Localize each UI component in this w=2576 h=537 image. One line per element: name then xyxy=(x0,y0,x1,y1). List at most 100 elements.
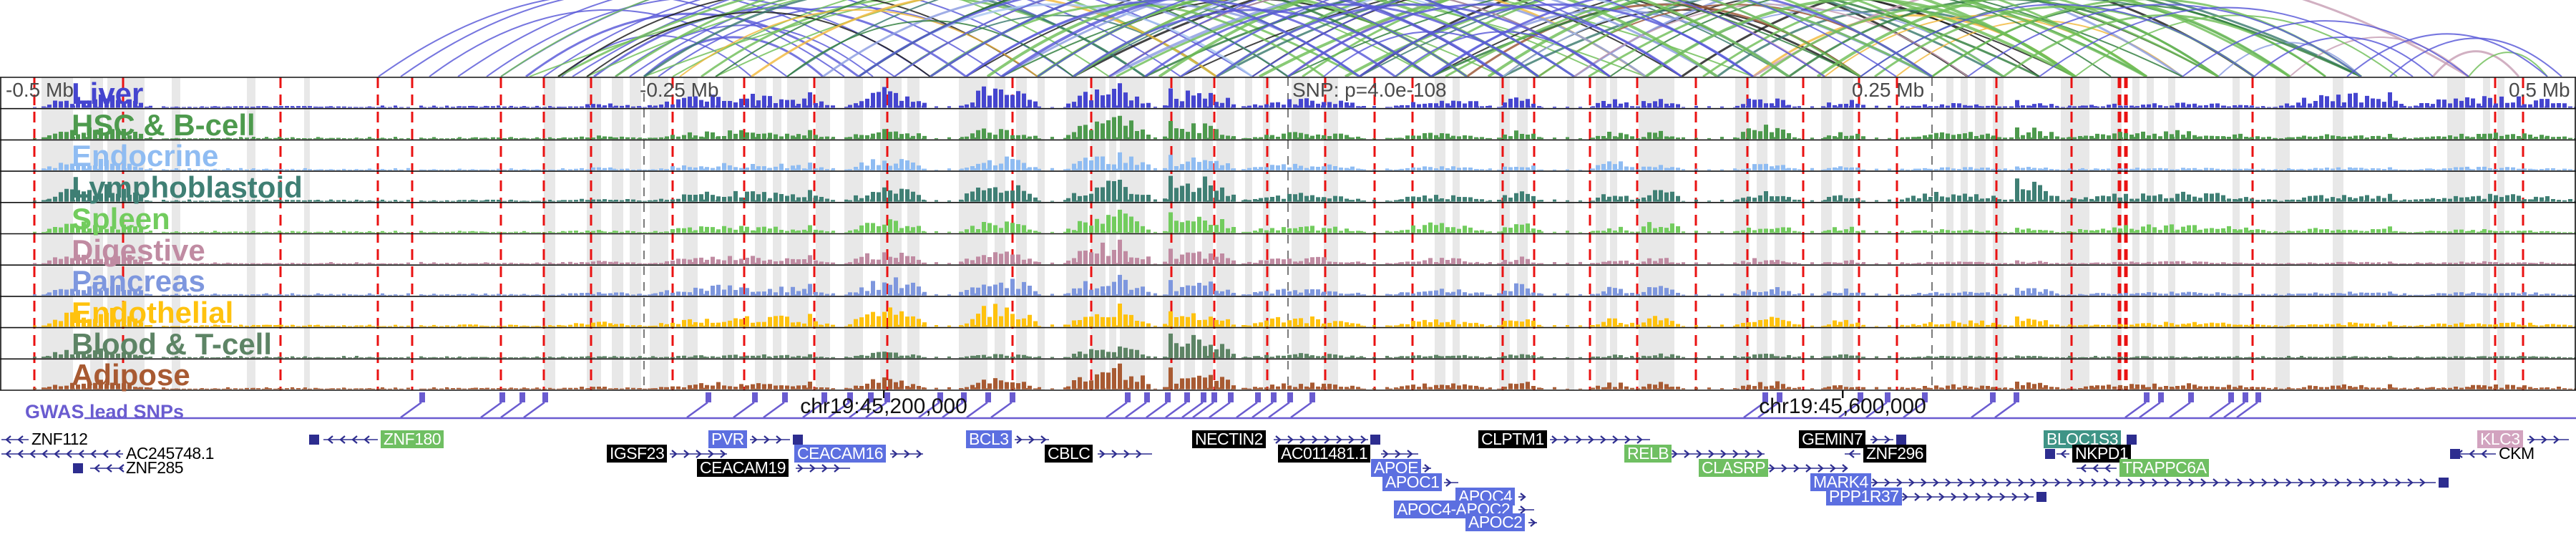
gwas-lead-snp-marker[interactable] xyxy=(1287,392,1293,402)
gwas-lead-snp-marker[interactable] xyxy=(1165,392,1171,402)
gwas-lead-snp-marker[interactable] xyxy=(1125,392,1131,402)
ruler-label-left: -0.5 Mb xyxy=(6,79,74,101)
gene-label-ac011481.1[interactable]: AC011481.1 xyxy=(1278,445,1371,463)
signal-track-liver[interactable] xyxy=(33,83,2576,108)
snp-lollipop-stem xyxy=(400,401,422,419)
gene-label-trappc6a[interactable]: TRAPPC6A xyxy=(2119,459,2210,477)
snp-lollipop-stem xyxy=(2236,401,2258,419)
interaction-arc xyxy=(543,0,1074,77)
gwas-lead-snp-marker[interactable] xyxy=(752,392,758,402)
gene-label-apoc4-apoc2[interactable]: APOC4-APOC2 xyxy=(1394,500,1513,518)
gene-label-znf285[interactable]: ZNF285 xyxy=(126,458,184,477)
gwas-lead-snp-marker[interactable] xyxy=(519,392,525,402)
gene-label-clasrp[interactable]: CLASRP xyxy=(1699,459,1769,477)
interaction-arc xyxy=(1502,0,2362,77)
gwas-lead-snp-marker[interactable] xyxy=(499,392,505,402)
snp-lollipop-stem xyxy=(1838,401,1860,419)
gwas-lead-snp-marker[interactable] xyxy=(2144,392,2150,402)
gene-label-apoc2[interactable]: APOC2 xyxy=(1465,513,1526,531)
interaction-arc xyxy=(429,9,788,77)
gene-direction-chevrons xyxy=(1520,505,1526,514)
gene-label-ppp1r37[interactable]: PPP1R37 xyxy=(1826,488,1902,505)
gene-label-nectin2[interactable]: NECTIN2 xyxy=(1192,430,1266,448)
gwas-lead-snp-marker[interactable] xyxy=(542,392,548,402)
snp-lollipop-stem xyxy=(865,401,887,419)
gwas-lead-snp-marker[interactable] xyxy=(1777,392,1782,402)
gene-label-ckm[interactable]: CKM xyxy=(2499,444,2534,463)
gwas-lead-snp-marker[interactable] xyxy=(1211,392,1217,402)
gene-label-ceacam19[interactable]: CEACAM19 xyxy=(697,459,789,477)
gwas-lead-snp-marker[interactable] xyxy=(2158,392,2164,402)
gene-label-bcl3[interactable]: BCL3 xyxy=(966,430,1012,448)
gwas-lead-snp-marker[interactable] xyxy=(821,392,827,402)
gwas-lead-snp-marker[interactable] xyxy=(1144,392,1150,402)
signal-track-hsc-b-cell[interactable] xyxy=(33,115,2576,140)
snp-lollipop-stem xyxy=(1903,401,1925,419)
gwas-lead-snp-marker[interactable] xyxy=(1990,392,1996,402)
interaction-arc xyxy=(1588,0,2290,77)
track-label-hsc-b-cell: HSC & B-cell xyxy=(72,107,255,142)
gene-label-ac245748.1[interactable]: AC245748.1 xyxy=(126,444,214,463)
gene-label-znf296[interactable]: ZNF296 xyxy=(1863,445,1927,463)
interaction-arc xyxy=(457,0,1002,77)
interaction-arc xyxy=(1538,0,2147,77)
gwas-lead-snp-marker[interactable] xyxy=(1762,392,1768,402)
gene-direction-chevrons xyxy=(1099,450,1142,458)
gene-label-klc3[interactable]: KLC3 xyxy=(2477,430,2523,448)
gwas-lead-snp-marker[interactable] xyxy=(1885,392,1890,402)
ruler-label-right: 0.5 Mb xyxy=(2509,79,2570,101)
gwas-lead-snp-marker[interactable] xyxy=(961,392,967,402)
gwas-lead-snp-marker[interactable] xyxy=(2255,392,2261,402)
chr-position-left: chr19:45,200,000 xyxy=(800,395,967,418)
interaction-arc xyxy=(586,11,931,77)
gwas-lead-snp-marker[interactable] xyxy=(1010,392,1015,402)
signal-track-spleen[interactable] xyxy=(33,209,2576,233)
gene-direction-chevrons xyxy=(797,464,840,473)
gene-direction-chevrons xyxy=(1551,435,1643,444)
interaction-arc xyxy=(1072,0,1719,77)
signal-track-pancreas[interactable] xyxy=(33,274,2576,296)
gene-direction-chevrons xyxy=(671,450,726,458)
signal-track-lymphoblastoid[interactable] xyxy=(33,175,2576,202)
signal-track-digestive[interactable] xyxy=(33,239,2576,264)
gene-exon-box xyxy=(2045,449,2055,459)
gwas-lead-snp-marker[interactable] xyxy=(1922,392,1928,402)
interaction-arc xyxy=(1681,0,2255,77)
gene-label-apoc1[interactable]: APOC1 xyxy=(1382,473,1443,491)
gwas-lead-snp-marker[interactable] xyxy=(782,392,788,402)
interaction-arc xyxy=(593,6,967,77)
gwas-lead-snp-marker[interactable] xyxy=(1255,392,1261,402)
gwas-lead-snp-marker[interactable] xyxy=(1309,392,1315,402)
gene-label-znf180[interactable]: ZNF180 xyxy=(381,430,444,448)
gwas-lead-snp-marker[interactable] xyxy=(2188,392,2194,402)
gwas-lead-snp-marker[interactable] xyxy=(937,392,943,402)
gwas-lead-snp-marker[interactable] xyxy=(1184,392,1190,402)
gwas-lead-snp-marker[interactable] xyxy=(2014,392,2019,402)
gwas-lead-snp-marker[interactable] xyxy=(2228,392,2234,402)
gwas-lead-snp-marker[interactable] xyxy=(868,392,874,402)
gene-label-igsf23[interactable]: IGSF23 xyxy=(607,445,668,463)
gene-label-gemin7[interactable]: GEMIN7 xyxy=(1799,430,1866,448)
gene-label-relb[interactable]: RELB xyxy=(1624,445,1672,463)
gene-label-znf112[interactable]: ZNF112 xyxy=(31,430,88,448)
gene-exon-box xyxy=(309,435,319,445)
gwas-lead-snp-marker[interactable] xyxy=(985,392,991,402)
gwas-lead-snp-marker[interactable] xyxy=(884,392,890,402)
gwas-lead-snp-marker[interactable] xyxy=(706,392,711,402)
gwas-lead-snp-marker[interactable] xyxy=(1228,392,1234,402)
gwas-lead-snp-marker[interactable] xyxy=(2243,392,2248,402)
snp-lollipop-stem xyxy=(480,401,502,419)
gwas-lead-snp-marker[interactable] xyxy=(1201,392,1206,402)
interaction-arc xyxy=(1816,0,2291,77)
gwas-lead-snp-marker[interactable] xyxy=(847,392,853,402)
gwas-lead-snp-marker[interactable] xyxy=(1858,392,1863,402)
gene-label-ceacam16[interactable]: CEACAM16 xyxy=(794,445,886,463)
gene-label-cblc[interactable]: CBLC xyxy=(1045,445,1093,463)
gwas-lead-snp-marker[interactable] xyxy=(419,392,425,402)
interaction-arc xyxy=(2468,52,2548,77)
interaction-arc xyxy=(894,0,1468,77)
gwas-lead-snp-marker[interactable] xyxy=(1271,392,1277,402)
gene-label-clptm1[interactable]: CLPTM1 xyxy=(1478,430,1547,448)
gene-label-pvr[interactable]: PVR xyxy=(708,430,747,448)
gene-direction-chevrons xyxy=(1848,450,1855,458)
